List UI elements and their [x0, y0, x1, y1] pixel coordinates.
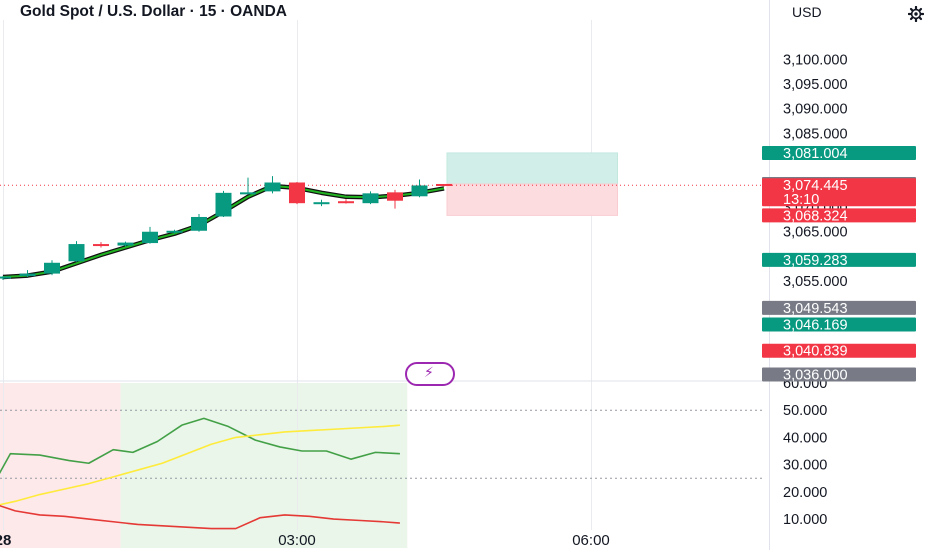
price-axis-tick-label: 3,065.000	[783, 225, 848, 241]
price-tag	[762, 145, 916, 160]
candle-body	[0, 276, 11, 279]
price-axis-tick-label: 3,095.000	[783, 77, 848, 93]
price-tag-countdown: 13:10	[783, 192, 819, 208]
candle-body	[240, 192, 256, 195]
candle-body	[338, 201, 354, 204]
candle-body	[142, 231, 158, 244]
candle-body	[44, 262, 60, 274]
candle-body	[313, 202, 330, 205]
currency-label: USD	[792, 4, 822, 20]
candle-body	[289, 182, 305, 204]
price-tag-label: 3,040.839	[783, 344, 848, 360]
indicator-zone-bullish	[120, 383, 408, 548]
price-tag-label: 3,074.445	[783, 178, 848, 194]
candle-body	[117, 242, 134, 246]
position-stop-zone	[446, 183, 618, 216]
price-tag	[762, 208, 916, 223]
indicator-axis-tick-label: 10.000	[783, 512, 827, 528]
lightning-flash-icon[interactable]: ⚡	[405, 362, 455, 386]
indicator-line	[0, 504, 400, 530]
candle-body	[19, 273, 36, 277]
candle-body	[215, 192, 232, 217]
price-axis-tick-label: 3,085.000	[783, 126, 848, 142]
time-axis-tick-label: 06:00	[572, 532, 610, 549]
price-tag-label: 3,046.169	[783, 317, 848, 333]
indicator-axis-tick-label: 30.000	[783, 458, 827, 474]
indicator-axis-tick-label: 20.000	[783, 485, 827, 501]
candle-body	[93, 244, 109, 247]
candle-body	[436, 183, 452, 186]
candle-body	[362, 193, 379, 204]
price-tag-label: 3,036.000	[783, 368, 848, 384]
chart-title: Gold Spot / U.S. Dollar · 15 · OANDA	[20, 3, 287, 20]
indicator-axis-tick-label: 50.000	[783, 403, 827, 419]
price-axis-tick-label: 3,090.000	[783, 102, 848, 118]
settings-gear-icon[interactable]	[908, 6, 924, 22]
price-tag-label: 3,049.543	[783, 301, 848, 317]
price-tag-label: 3,068.324	[783, 208, 848, 224]
candle-body	[166, 230, 183, 233]
indicator-zone-bearish	[0, 383, 121, 548]
price-axis-tick-label: 3,055.000	[783, 274, 848, 290]
candle-body	[411, 185, 428, 197]
candle-body	[387, 192, 403, 201]
candle-body	[264, 182, 281, 192]
time-axis-tick-label: 03:00	[278, 532, 316, 549]
time-axis-tick-label: 28	[0, 532, 11, 549]
price-axis-tick-label: 3,100.000	[783, 52, 848, 68]
price-tag-label: 3,081.004	[783, 146, 848, 162]
position-target-zone	[446, 152, 618, 185]
price-tag	[762, 178, 916, 207]
candle-body	[191, 216, 207, 231]
price-tag	[762, 367, 916, 382]
indicator-line	[0, 417, 400, 475]
indicator-axis-tick-label: 40.000	[783, 430, 827, 446]
price-tag-label: 3,059.283	[783, 253, 848, 269]
price-tag	[762, 317, 916, 332]
price-tag	[762, 300, 916, 315]
price-tag	[762, 343, 916, 358]
candle-body	[68, 244, 85, 262]
indicator-line	[0, 424, 400, 506]
price-tag	[762, 252, 916, 267]
